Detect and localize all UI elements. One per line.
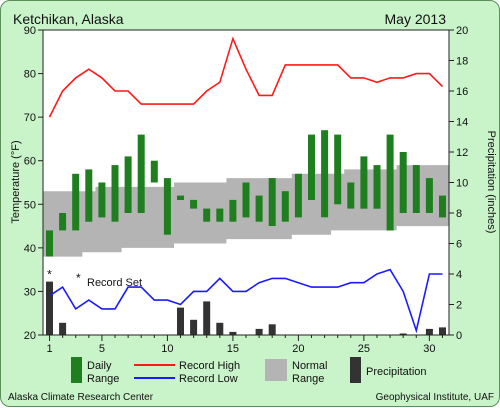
- legend-normal-range-label-2: Range: [292, 373, 324, 385]
- daily-range-bar-day-19: [281, 191, 289, 222]
- daily-range-bar-day-30: [425, 178, 433, 213]
- daily-range-bar-day-3: [72, 173, 80, 231]
- x-tick-label-1: 1: [46, 343, 52, 355]
- y2-tick-label-8: 8: [456, 208, 462, 220]
- daily-range-bar-day-31: [439, 195, 446, 218]
- record-set-marker-day-1: *: [47, 268, 52, 282]
- x-tick-label-10: 10: [161, 343, 173, 355]
- y2-tick-label-12: 12: [456, 147, 468, 159]
- precip-bar-day-17: [255, 328, 263, 335]
- legend-daily-range-swatch: [71, 357, 82, 383]
- y2-tick-label-6: 6: [456, 239, 462, 251]
- daily-range-bar-day-24: [347, 182, 355, 209]
- y-tick-label-50: 50: [24, 199, 36, 211]
- x-tick-label-5: 5: [99, 343, 105, 355]
- legend-precipitation-label: Precipitation: [366, 366, 427, 378]
- precip-bar-day-12: [190, 319, 198, 336]
- legend-daily-range-label-2: Range: [87, 373, 119, 385]
- precip-bar-day-31: [439, 327, 446, 335]
- legend: Daily Range Record High Record Low Norma…: [71, 357, 427, 385]
- y2-tick-label-4: 4: [456, 269, 462, 281]
- record-set-star: *: [76, 271, 81, 285]
- precip-bar-day-30: [425, 328, 433, 335]
- y2-tick-label-16: 16: [456, 86, 468, 98]
- legend-daily-range-label-1: Daily: [87, 360, 112, 372]
- y-tick-label-60: 60: [24, 156, 36, 168]
- daily-range-bar-day-12: [190, 199, 198, 209]
- y-tick-label-70: 70: [24, 112, 36, 124]
- y-axis-label: Temperature (°F): [10, 140, 22, 223]
- plot-layer: *: [43, 36, 449, 336]
- y-tick-label-20: 20: [24, 330, 36, 342]
- daily-range-bar-day-23: [334, 134, 342, 205]
- daily-range-bar-day-8: [137, 134, 145, 213]
- precip-bar-day-28: [399, 333, 407, 335]
- y2-tick-label-0: 0: [456, 330, 462, 342]
- y2-tick-label-10: 10: [456, 178, 468, 190]
- x-tick-label-20: 20: [292, 343, 304, 355]
- daily-range-bar-day-26: [373, 165, 381, 209]
- y-tick-label-30: 30: [24, 286, 36, 298]
- legend-normal-range-swatch: [265, 359, 287, 381]
- y2-tick-label-14: 14: [456, 117, 468, 129]
- legend-record-high-label: Record High: [179, 360, 240, 372]
- y2-tick-label-20: 20: [456, 25, 468, 37]
- precip-bar-day-13: [203, 301, 211, 335]
- location-title: Ketchikan, Alaska: [13, 11, 124, 27]
- daily-range-bar-day-15: [229, 199, 237, 222]
- record-set-note: Record Set: [87, 277, 142, 289]
- precip-bar-day-11: [177, 307, 184, 335]
- daily-range-bar-day-4: [85, 169, 93, 222]
- y2-axis-label: Precipitation (inches): [485, 131, 497, 234]
- daily-range-bar-day-21: [308, 134, 315, 200]
- legend-record-low-label: Record Low: [179, 373, 238, 385]
- daily-range-bar-day-18: [268, 178, 276, 226]
- legend-precipitation-swatch: [350, 357, 361, 383]
- x-tick-label-30: 30: [423, 343, 435, 355]
- daily-range-bar-day-27: [386, 134, 394, 231]
- daily-range-bar-day-16: [242, 182, 250, 218]
- daily-range-bar-day-11: [177, 195, 184, 200]
- y-tick-label-40: 40: [24, 243, 36, 255]
- daily-range-bar-day-2: [59, 213, 67, 231]
- daily-range-bar-day-6: [111, 165, 119, 222]
- footer-right: Geophysical Institute, UAF: [376, 392, 494, 403]
- y2-tick-label-2: 2: [456, 300, 462, 312]
- period-title: May 2013: [385, 11, 447, 27]
- daily-range-bar-day-22: [321, 130, 329, 218]
- precip-bar-day-2: [59, 322, 67, 335]
- daily-range-bar-day-7: [124, 156, 132, 213]
- daily-range-bar-day-29: [412, 165, 420, 213]
- legend-normal-range-label-1: Normal: [292, 360, 327, 372]
- daily-range-bar-day-28: [399, 152, 407, 213]
- precip-bar-day-14: [216, 322, 224, 335]
- daily-range-bar-day-13: [203, 208, 211, 222]
- daily-range-bar-day-17: [255, 195, 263, 222]
- y2-tick-label-18: 18: [456, 56, 468, 68]
- x-tick-label-25: 25: [358, 343, 370, 355]
- daily-range-bar-day-20: [294, 173, 302, 218]
- record-high-line: [48, 36, 444, 118]
- daily-range-bar-day-9: [150, 160, 158, 183]
- daily-range-bar-day-14: [216, 208, 224, 222]
- precip-bar-day-18: [268, 324, 276, 335]
- daily-range-bar-day-10: [163, 178, 171, 235]
- daily-range-bar-day-25: [360, 156, 368, 209]
- y-tick-label-90: 90: [24, 25, 36, 37]
- x-tick-label-15: 15: [227, 343, 239, 355]
- daily-range-bar-day-5: [98, 182, 106, 218]
- footer-left: Alaska Climate Research Center: [8, 392, 154, 403]
- record-low-line: [49, 268, 443, 334]
- y-tick-label-80: 80: [24, 69, 36, 81]
- precip-bar-day-1: [46, 281, 53, 335]
- daily-range-bar-day-1: [46, 230, 53, 257]
- precip-bar-day-15: [229, 331, 237, 335]
